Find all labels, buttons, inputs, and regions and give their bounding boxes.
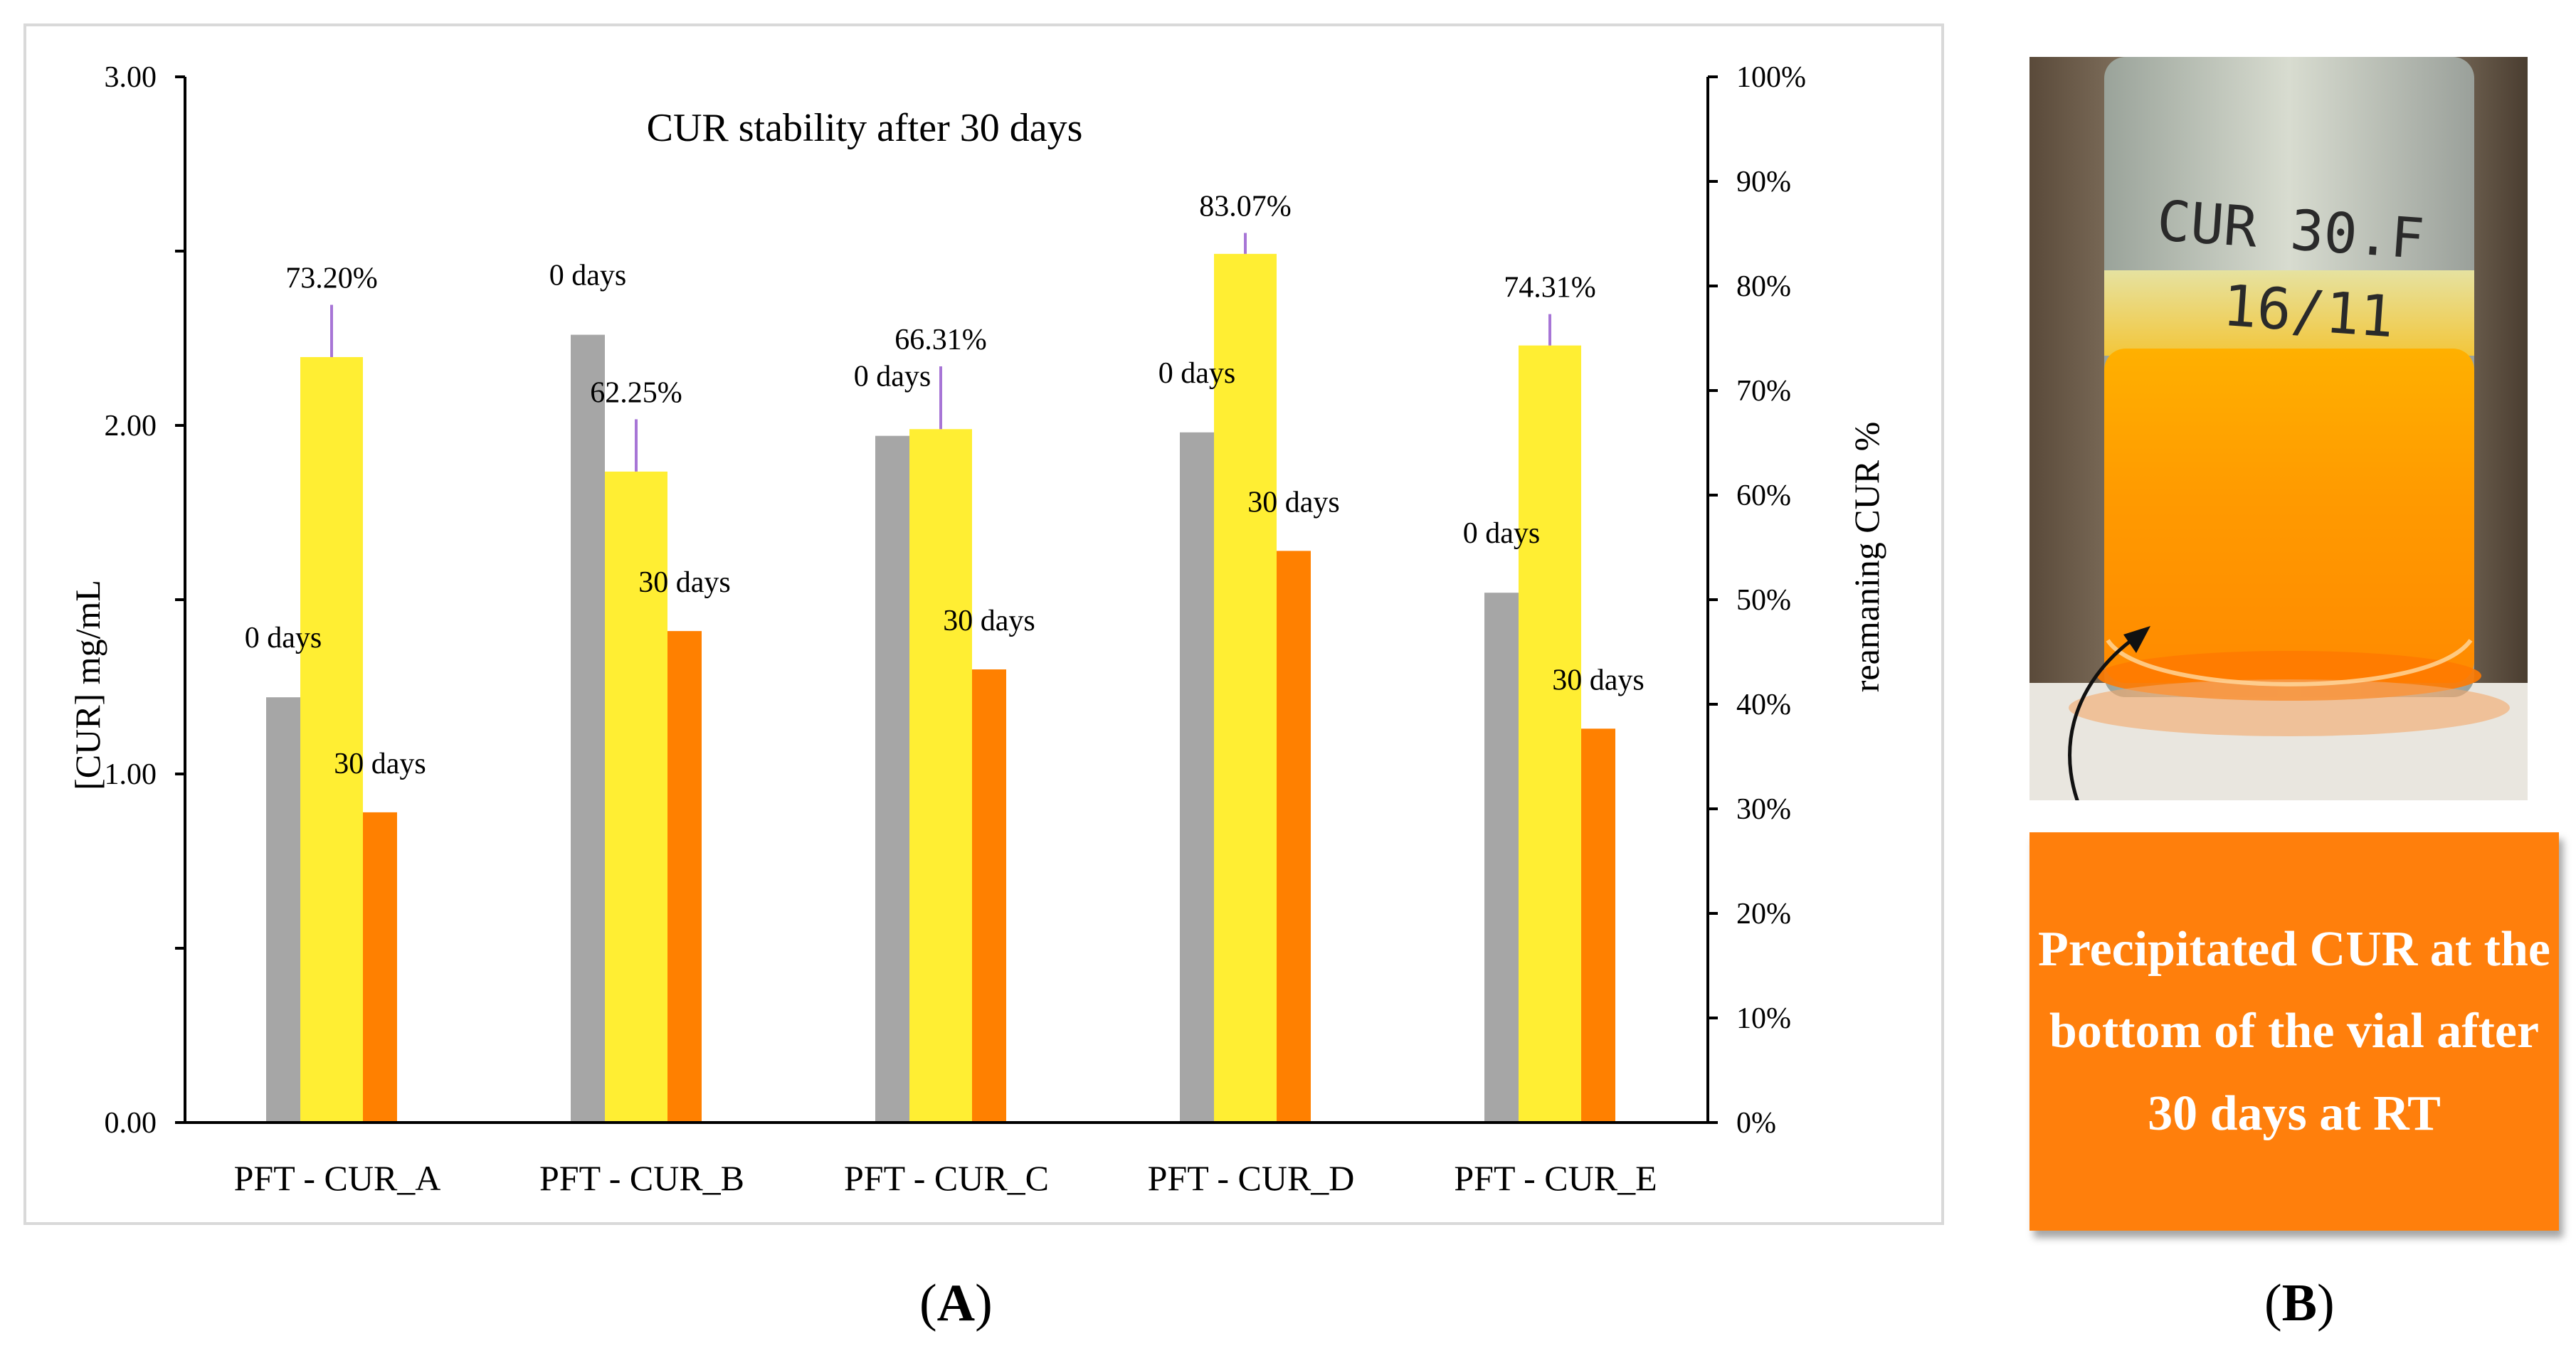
x-tick-label: PFT - CUR_C <box>844 1158 1049 1198</box>
bar-30-days <box>1581 728 1615 1123</box>
vial-yellow-band <box>2104 270 2474 356</box>
y-tick-label-right: 70% <box>1736 375 1791 408</box>
y-tick-label-right: 30% <box>1736 793 1791 826</box>
x-tick-label: PFT - CUR_B <box>539 1158 744 1198</box>
x-tick-label: PFT - CUR_A <box>234 1158 441 1198</box>
y-tick-label-left: 1.00 <box>105 758 157 791</box>
callout-text: Precipitated CUR at the bottom of the vi… <box>2038 921 2550 1141</box>
panel-a-letter: A <box>936 1274 976 1332</box>
y-axis-title-right: reamaning CUR % <box>1847 422 1886 692</box>
label-30-days: 30 days <box>638 566 731 599</box>
y-tick-label-right: 20% <box>1736 898 1791 930</box>
bar-remaining-percent <box>300 356 363 1123</box>
label-0-days: 0 days <box>1158 357 1236 390</box>
y-tick-label-right: 10% <box>1736 1002 1791 1035</box>
label-percent: 83.07% <box>1199 190 1292 223</box>
vial-photo-illustration: CUR 30.F 16/11 <box>2029 57 2528 800</box>
y-axis-title-left: [CUR] mg/mL <box>68 580 107 790</box>
label-30-days: 30 days <box>334 748 426 780</box>
bar-30-days <box>667 631 702 1123</box>
bar-0-days <box>875 435 909 1123</box>
vial-reflection <box>2069 679 2510 736</box>
bar-0-days <box>1180 432 1214 1123</box>
label-percent: 66.31% <box>894 324 987 356</box>
chart-title: CUR stability after 30 days <box>647 106 1083 150</box>
x-tick-label: PFT - CUR_E <box>1454 1158 1657 1198</box>
vial-text-line2: 16/11 <box>2221 272 2397 351</box>
bar-remaining-percent <box>909 429 972 1123</box>
label-0-days: 0 days <box>245 622 322 654</box>
label-percent: 73.20% <box>285 262 378 295</box>
bar-30-days <box>363 812 397 1123</box>
label-0-days: 0 days <box>549 260 627 292</box>
y-tick-label-left: 2.00 <box>105 410 157 442</box>
axes-layer: 0.00 1.00 2.00 3.00 0% 10% 20% 30% 40% 50% 60% 70% 8… <box>68 61 1886 1140</box>
panel-a-caption: (A) <box>919 1274 993 1332</box>
y-tick-label-right: 50% <box>1736 584 1791 617</box>
vial-liquid <box>2104 349 2474 683</box>
bar-0-days <box>1484 593 1519 1123</box>
y-tick-label-right: 90% <box>1736 166 1791 198</box>
label-30-days: 30 days <box>1247 486 1340 519</box>
panel-b-letter: B <box>2281 1274 2318 1332</box>
y-tick-label-left: 3.00 <box>105 61 157 94</box>
label-percent: 62.25% <box>590 376 682 409</box>
bar-remaining-percent <box>1214 253 1277 1123</box>
callout-box: Precipitated CUR at the bottom of the vi… <box>2029 832 2559 1231</box>
label-30-days: 30 days <box>943 605 1035 637</box>
label-0-days: 0 days <box>1463 517 1541 550</box>
bar-remaining-percent <box>605 471 667 1123</box>
y-tick-label-right: 80% <box>1736 270 1791 303</box>
y-tick-label-right: 0% <box>1736 1107 1776 1140</box>
bar-0-days <box>571 334 605 1123</box>
y-tick-label-left: 0.00 <box>105 1107 157 1140</box>
bar-30-days <box>972 669 1006 1123</box>
data-labels-layer: 73.20% 0 days 30 days PFT - CUR_A 62.25% 0 da… <box>234 190 1657 1198</box>
panel-b-caption: (B) <box>2264 1274 2335 1332</box>
label-0-days: 0 days <box>854 361 931 393</box>
y-tick-label-right: 100% <box>1736 61 1806 94</box>
vial-bottom-highlight <box>2106 639 2473 686</box>
label-percent: 74.31% <box>1504 272 1596 304</box>
callout-arrow <box>2068 635 2138 800</box>
bars-layer <box>266 233 1615 1123</box>
vial-photo: CUR 30.F 16/11 <box>2029 57 2528 800</box>
y-tick-label-right: 40% <box>1736 689 1791 721</box>
x-tick-label: PFT - CUR_D <box>1148 1158 1355 1198</box>
bar-30-days <box>1277 551 1311 1123</box>
label-30-days: 30 days <box>1552 664 1645 696</box>
bar-remaining-percent <box>1519 345 1581 1123</box>
y-tick-label-right: 60% <box>1736 479 1791 512</box>
bar-0-days <box>266 697 300 1123</box>
callout-arrowhead <box>2123 626 2150 653</box>
